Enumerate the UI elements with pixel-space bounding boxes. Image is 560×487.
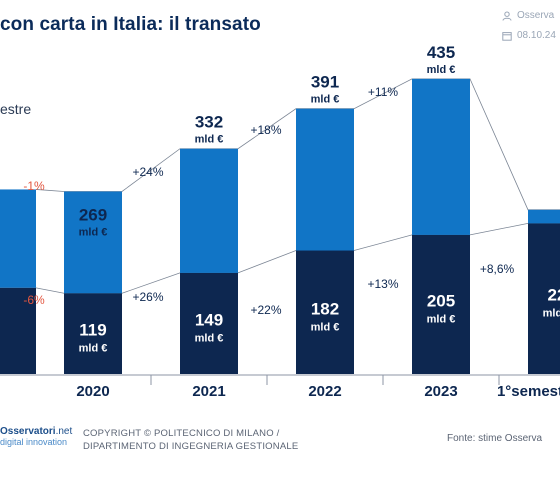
bar-top-2023: [412, 78, 470, 235]
growth-bottom-3: +13%: [367, 277, 398, 291]
growth-bottom-2: +22%: [250, 303, 281, 317]
total-label-2020: 269: [79, 205, 107, 224]
meta-date: 08.10.24: [502, 30, 556, 41]
x-tick-label-2: 2022: [308, 383, 341, 400]
bar-top-2022: [296, 108, 354, 251]
bar-bottom-2021: [180, 272, 238, 374]
bar-prev-top: [0, 189, 36, 288]
total-unit-2021: mld €: [195, 134, 224, 146]
copyright-line-2: DIPARTIMENTO DI INGEGNERIA GESTIONALE: [83, 441, 299, 452]
person-icon: [502, 11, 512, 21]
bar-bottom-2022: [296, 250, 354, 374]
x-tick-label-3: 2023: [424, 383, 457, 400]
logo-sub: digital innovation: [0, 437, 68, 447]
total-unit-2020: mld €: [79, 226, 108, 238]
calendar-icon: [502, 31, 512, 41]
x-tick-label-4: 1°semest: [497, 383, 560, 400]
copyright-line-1: COPYRIGHT © POLITECNICO DI MILANO /: [83, 428, 280, 439]
total-unit-2022: mld €: [311, 94, 340, 106]
source-note: Fonte: stime Osserva: [447, 433, 543, 444]
logo-tld: .net: [55, 426, 73, 437]
osservatori-logo: Osservatori.net digital innovation: [0, 426, 72, 448]
total-label-2022: 391: [311, 73, 339, 92]
growth-total-1: +24%: [132, 165, 163, 179]
growth-bottom-1: +26%: [132, 290, 163, 304]
bar-bottom-1°semest: [528, 223, 560, 374]
total-label-2021: 332: [195, 113, 223, 132]
x-tick-label-1: 2021: [192, 383, 225, 400]
growth-total-0: -1%: [23, 179, 45, 193]
bar-prev-bottom: [0, 287, 36, 374]
growth-bottom-0: -6%: [23, 293, 45, 307]
bar-top-2020: [64, 191, 122, 294]
value-label-bottom-2020: 119: [79, 321, 106, 340]
legend-fragment: estre: [0, 101, 32, 117]
meta-date-text: 08.10.24: [517, 30, 556, 41]
bar-bottom-2020: [64, 293, 122, 374]
bar-top-1°semest: [528, 209, 560, 224]
copyright: COPYRIGHT © POLITECNICO DI MILANO / DIPA…: [83, 427, 298, 453]
logo-main: Osservatori: [0, 426, 56, 437]
unit-label-bottom-2021: mld €: [195, 332, 224, 344]
x-tick-label-0: 2020: [76, 383, 109, 400]
chart-title: con carta in Italia: il transato: [0, 14, 261, 35]
unit-label-bottom-2020: mld €: [79, 343, 108, 355]
value-label-bottom-2022: 182: [311, 299, 339, 318]
unit-label-bottom-2023: mld €: [427, 313, 456, 325]
bar-top-2021: [180, 148, 238, 273]
meta-org-text: Osserva: [517, 10, 555, 21]
value-label-bottom-1°semest: 22: [548, 286, 560, 305]
growth-total-3: +11%: [368, 85, 398, 99]
total-unit-2023: mld €: [427, 64, 456, 76]
growth-bottom-4: +8,6%: [480, 262, 515, 276]
value-label-bottom-2023: 205: [427, 291, 455, 310]
unit-label-bottom-1°semest: mld €: [543, 308, 560, 320]
meta-org: Osserva: [502, 10, 554, 21]
total-label-2023: 435: [427, 43, 455, 62]
value-label-bottom-2021: 149: [195, 310, 223, 329]
unit-label-bottom-2022: mld €: [311, 321, 340, 333]
growth-total-2: +18%: [250, 123, 281, 137]
bar-bottom-2023: [412, 234, 470, 374]
